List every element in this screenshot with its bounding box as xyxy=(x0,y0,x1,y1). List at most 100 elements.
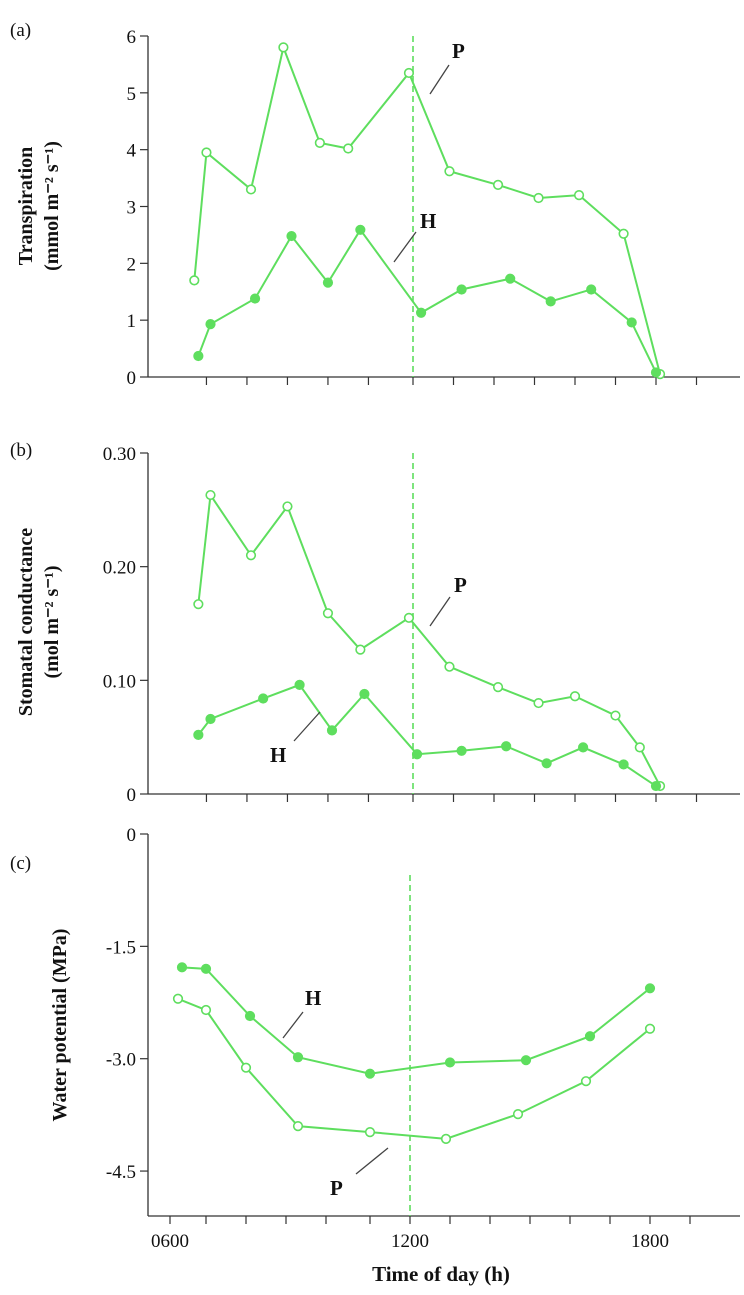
x-ticks-b xyxy=(205,794,698,802)
data-point-p xyxy=(618,228,629,239)
data-point-h xyxy=(411,749,423,760)
y-tick-label: 3 xyxy=(127,198,137,219)
data-point-h xyxy=(292,1052,304,1063)
data-point-h xyxy=(456,284,467,295)
data-point-h xyxy=(541,758,552,769)
series-label-h-b: H xyxy=(270,743,286,767)
data-point-p xyxy=(278,42,289,53)
y-ticks-c: 0 -1.5 -3.0 -4.5 xyxy=(106,825,148,1183)
data-point-p xyxy=(201,147,212,158)
plot-area-a xyxy=(189,42,666,380)
y-tick-label: 0.30 xyxy=(103,444,136,465)
data-point-p xyxy=(172,993,184,1004)
data-point-p xyxy=(580,1076,592,1087)
y-tick-label: -1.5 xyxy=(106,937,136,958)
y-tick-label: 4 xyxy=(127,141,137,162)
data-point-h xyxy=(326,725,338,736)
data-point-p xyxy=(355,644,366,655)
y-tick-label: 0 xyxy=(127,825,137,846)
leader-h-a xyxy=(393,231,417,263)
data-point-p xyxy=(512,1109,524,1120)
y-ticks-a: 0 1 2 3 4 5 6 xyxy=(127,27,148,389)
y-tick-label: 6 xyxy=(127,27,137,48)
y-axis-unit-b: (mol m⁻² s⁻¹) xyxy=(41,565,63,678)
data-point-p xyxy=(189,275,200,286)
panel-label-b: (b) xyxy=(10,440,32,461)
panel-label-a: (a) xyxy=(10,20,31,41)
data-point-p xyxy=(193,599,204,610)
data-point-p xyxy=(644,1023,656,1034)
data-point-p xyxy=(492,179,504,191)
data-point-p xyxy=(634,742,645,753)
data-point-h xyxy=(505,273,516,284)
y-tick-label: 0 xyxy=(127,785,137,806)
series-label-h-c: H xyxy=(305,986,321,1010)
data-point-p xyxy=(533,697,544,709)
data-point-h xyxy=(294,679,305,690)
leader-h-b xyxy=(293,711,321,742)
y-ticks-b: 0 0.10 0.20 0.30 xyxy=(103,444,148,806)
data-point-h xyxy=(286,230,297,242)
leader-h-c xyxy=(282,1011,304,1039)
data-point-p xyxy=(364,1127,376,1138)
x-tick-label: 0600 xyxy=(151,1231,189,1252)
data-point-h xyxy=(586,284,597,295)
data-point-p xyxy=(573,190,585,201)
y-tick-label: 2 xyxy=(127,254,137,275)
leader-p-b xyxy=(429,596,451,627)
series-line-p xyxy=(197,492,661,787)
data-point-h xyxy=(176,962,188,973)
data-point-p xyxy=(444,661,455,672)
data-point-p xyxy=(245,550,257,561)
data-point-p xyxy=(492,682,504,693)
data-point-p xyxy=(245,184,257,195)
data-point-p xyxy=(444,166,455,177)
data-point-h xyxy=(520,1055,532,1066)
y-tick-label: 0.10 xyxy=(103,671,136,692)
data-point-h xyxy=(584,1031,596,1042)
series-line-h xyxy=(197,228,657,373)
y-tick-label: 5 xyxy=(127,84,137,105)
panel-c-water-potential: (c) 0 -1.5 -3.0 -4.5 0600 1200 1800 Water pot… xyxy=(10,825,740,1286)
series-label-p-c: P xyxy=(330,1176,343,1200)
data-point-p xyxy=(205,489,216,501)
data-point-h xyxy=(650,780,662,792)
series-label-h-a: H xyxy=(420,209,436,233)
data-point-p xyxy=(322,608,334,619)
data-point-p xyxy=(403,67,415,79)
data-point-h xyxy=(200,963,212,974)
x-ticks-c: 0600 1200 1800 xyxy=(151,1216,691,1252)
data-point-p xyxy=(403,612,415,623)
y-tick-label: 1 xyxy=(127,311,137,332)
panel-b-stomatal-conductance: (b) 0 0.10 0.20 0.30 Stomatal conductance (… xyxy=(10,440,740,806)
series-label-p-a: P xyxy=(452,39,465,63)
data-point-h xyxy=(205,713,216,725)
y-axis-label-a: Transpiration xyxy=(15,147,37,266)
x-axis-label-c: Time of day (h) xyxy=(372,1262,510,1286)
data-point-p xyxy=(314,137,325,148)
data-point-h xyxy=(618,759,629,770)
y-axis-unit-a: (mmol m⁻² s⁻¹) xyxy=(41,141,63,271)
data-point-h xyxy=(322,277,334,288)
data-point-h xyxy=(416,307,427,318)
data-point-h xyxy=(205,319,216,330)
y-tick-label: 0.20 xyxy=(103,558,136,579)
data-point-p xyxy=(282,501,293,512)
data-point-h xyxy=(626,317,637,328)
x-tick-label: 1200 xyxy=(391,1231,429,1252)
data-point-h xyxy=(545,296,556,307)
y-axis-label-b: Stomatal conductance xyxy=(15,528,37,716)
data-point-h xyxy=(577,742,589,753)
data-point-h xyxy=(355,224,366,235)
data-point-h xyxy=(193,350,204,362)
plot-area-c xyxy=(172,962,656,1144)
data-point-h xyxy=(193,729,204,740)
data-point-p xyxy=(533,192,544,204)
data-point-p xyxy=(200,1004,212,1016)
leader-p-a xyxy=(429,64,450,95)
data-point-p xyxy=(610,710,621,721)
data-point-h xyxy=(444,1057,456,1068)
data-point-h xyxy=(501,741,512,752)
data-point-p xyxy=(240,1062,252,1073)
x-tick-label: 1800 xyxy=(631,1231,669,1252)
